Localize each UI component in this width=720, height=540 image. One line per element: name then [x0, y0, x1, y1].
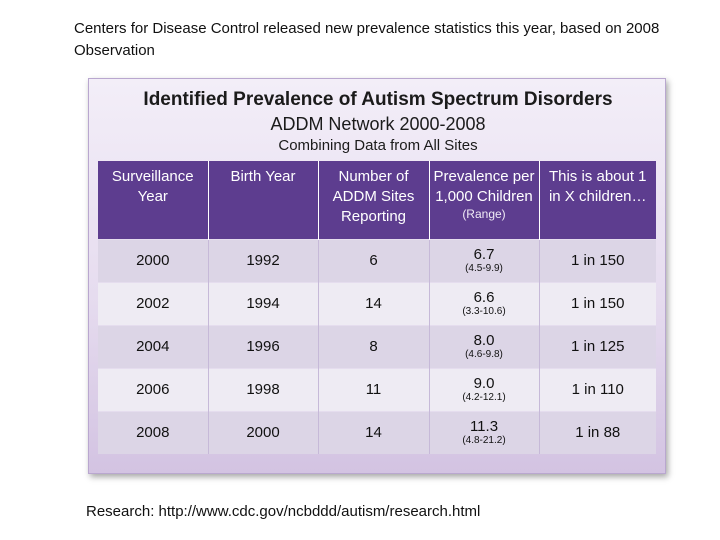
cell-surveillance-year: 2006: [98, 367, 209, 411]
prevalence-table: Surveillance Year Birth Year Number of A…: [98, 161, 656, 454]
cell-sites-reporting: 6: [318, 238, 430, 282]
table-header-row: Surveillance Year Birth Year Number of A…: [98, 161, 656, 239]
cell-sites-reporting: 14: [318, 281, 430, 325]
cell-prevalence: 9.0 (4.2-12.1): [429, 367, 540, 411]
cell-birth-year: 1994: [208, 281, 319, 325]
header-birth-year: Birth Year: [208, 161, 319, 239]
cell-ratio: 1 in 125: [539, 324, 656, 368]
prevalence-value: 11.3: [469, 418, 499, 436]
panel-title: Identified Prevalence of Autism Spectrum…: [143, 89, 613, 110]
prevalence-panel: Identified Prevalence of Autism Spectrum…: [88, 78, 666, 474]
prevalence-range: (4.8-21.2): [462, 435, 506, 447]
prevalence-range: (3.3-10.6): [462, 306, 506, 317]
header-prevalence-label: Prevalence per 1,000 Children: [433, 168, 535, 205]
cell-sites-reporting: 14: [318, 410, 430, 454]
prevalence-value: 9.0: [473, 375, 495, 392]
cell-sites-reporting: 8: [318, 324, 430, 368]
cell-prevalence: 6.7 (4.5-9.9): [429, 238, 540, 282]
cell-surveillance-year: 2000: [98, 238, 209, 282]
prevalence-value: 6.6: [473, 289, 495, 306]
cell-ratio: 1 in 150: [539, 281, 656, 325]
table-row: 2008 2000 14 11.3 (4.8-21.2) 1 in 88: [98, 410, 656, 454]
cell-prevalence: 6.6 (3.3-10.6): [429, 281, 540, 325]
header-prevalence: Prevalence per 1,000 Children (Range): [429, 161, 540, 239]
cell-surveillance-year: 2004: [98, 324, 209, 368]
research-link-text: Research: http://www.cdc.gov/ncbddd/auti…: [86, 503, 481, 520]
panel-subtitle-2: Combining Data from All Sites: [278, 137, 478, 154]
intro-text: Centers for Disease Control released new…: [74, 20, 660, 59]
cell-birth-year: 2000: [208, 410, 319, 454]
cell-birth-year: 1996: [208, 324, 319, 368]
table-row: 2000 1992 6 6.7 (4.5-9.9) 1 in 150: [98, 238, 656, 282]
table-row: 2002 1994 14 6.6 (3.3-10.6) 1 in 150: [98, 281, 656, 325]
table-body: 2000 1992 6 6.7 (4.5-9.9) 1 in 150 2002 1994 14 6…: [98, 238, 656, 454]
prevalence-value: 6.7: [473, 246, 495, 263]
prevalence-range: (4.2-12.1): [462, 392, 506, 403]
cell-ratio: 1 in 150: [539, 238, 656, 282]
cell-prevalence: 11.3 (4.8-21.2): [429, 410, 540, 454]
cell-birth-year: 1992: [208, 238, 319, 282]
header-surveillance-year: Surveillance Year: [98, 161, 209, 239]
cell-birth-year: 1998: [208, 367, 319, 411]
table-row: 2006 1998 11 9.0 (4.2-12.1) 1 in 110: [98, 367, 656, 411]
cell-ratio: 1 in 110: [539, 367, 656, 411]
cell-surveillance-year: 2002: [98, 281, 209, 325]
cell-ratio: 1 in 88: [539, 410, 656, 454]
cell-sites-reporting: 11: [318, 367, 430, 411]
prevalence-range: (4.6-9.8): [465, 349, 503, 360]
prevalence-value: 8.0: [473, 332, 495, 349]
cell-prevalence: 8.0 (4.6-9.8): [429, 324, 540, 368]
cell-surveillance-year: 2008: [98, 410, 209, 454]
table-row: 2004 1996 8 8.0 (4.6-9.8) 1 in 125: [98, 324, 656, 368]
header-prevalence-range: (Range): [462, 207, 506, 221]
prevalence-range: (4.5-9.9): [465, 263, 503, 274]
panel-subtitle: ADDM Network 2000-2008: [270, 114, 486, 134]
header-ratio: This is about 1 in X children…: [539, 161, 656, 239]
header-sites-reporting: Number of ADDM Sites Reporting: [318, 161, 430, 239]
